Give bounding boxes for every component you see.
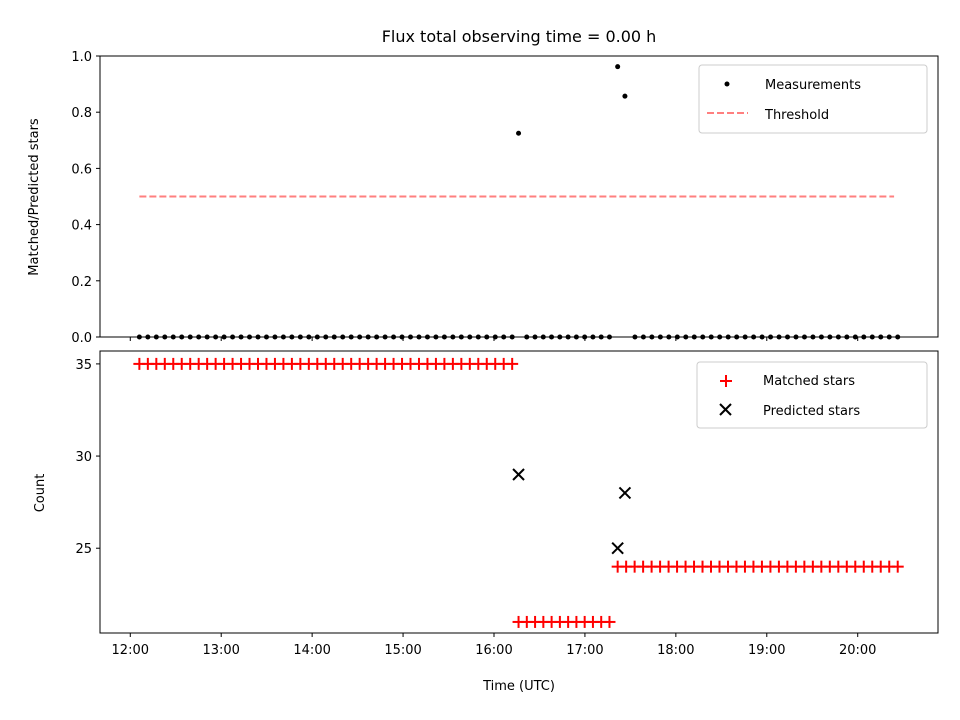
x-axis-label: Time (UTC)	[482, 679, 555, 694]
top-panel: Flux total observing time = 0.00 h Match…	[27, 27, 939, 346]
top-y-tick-label: 0.6	[71, 162, 92, 177]
bottom-y-tick-label: 30	[75, 450, 92, 465]
matched-star-marker	[603, 615, 616, 628]
top-legend-box	[698, 64, 928, 134]
predicted-star-marker	[512, 468, 525, 481]
x-tick-label: 13:00	[202, 643, 239, 658]
predicted-star-marker	[618, 486, 632, 500]
legend-matched-label: Matched stars	[763, 374, 855, 389]
top-y-tick-label: 0.0	[71, 331, 92, 346]
top-y-tick-label: 0.8	[71, 106, 92, 121]
bottom-legend-box	[696, 361, 928, 429]
x-tick-label: 15:00	[384, 643, 421, 658]
chart-title: Flux total observing time = 0.00 h	[382, 27, 657, 46]
matched-star-marker	[891, 560, 904, 573]
top-y-tick-label: 0.2	[71, 275, 92, 290]
legend-measurements-marker	[724, 81, 730, 87]
top-axes-frame	[99, 55, 939, 338]
x-tick-label: 16:00	[475, 643, 512, 658]
bottom-y-tick-label: 35	[75, 358, 92, 373]
legend-threshold-label: Threshold	[764, 108, 829, 123]
x-tick-label: 18:00	[657, 643, 694, 658]
x-tick-label: 17:00	[566, 643, 603, 658]
measurement-point	[516, 130, 522, 136]
matched-star-marker	[506, 357, 519, 370]
legend-predicted-marker	[719, 403, 732, 416]
bottom-y-tick-label: 25	[75, 542, 92, 557]
bottom-legend: Matched stars Predicted stars	[696, 361, 928, 429]
bottom-y-axis-label: Count	[33, 474, 48, 513]
legend-matched-marker	[720, 375, 732, 387]
bottom-axes-frame	[99, 350, 939, 634]
measurement-point	[615, 64, 621, 70]
x-tick-label: 12:00	[112, 643, 149, 658]
x-tick-label: 20:00	[839, 643, 876, 658]
measurement-point	[622, 93, 628, 99]
legend-measurements-label: Measurements	[765, 78, 861, 93]
bottom-ticks: 25 30 35 12:00 13:00 14:00 15:00 16:00 17:00 18:0…	[75, 358, 876, 658]
bottom-panel: Count Time (UTC) 25 30 35 12:00 13:00 14:00 15…	[33, 350, 939, 694]
x-tick-label: 19:00	[748, 643, 785, 658]
bottom-series	[133, 357, 904, 628]
legend-predicted-label: Predicted stars	[763, 404, 860, 419]
top-ticks: 0.0 0.2 0.4 0.6 0.8 1.0	[71, 50, 859, 346]
top-y-axis-label: Matched/Predicted stars	[27, 118, 42, 276]
top-legend: Measurements Threshold	[698, 64, 928, 134]
x-tick-label: 14:00	[293, 643, 330, 658]
predicted-star-marker	[611, 542, 624, 555]
top-y-tick-label: 1.0	[71, 50, 92, 65]
top-y-tick-label: 0.4	[71, 219, 92, 234]
